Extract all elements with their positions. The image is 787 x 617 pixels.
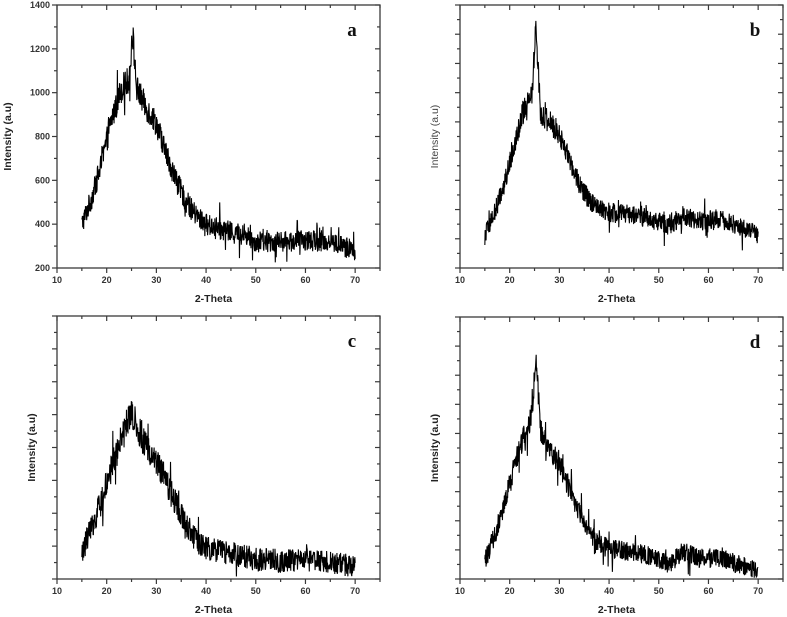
x-tick-label: 20	[505, 586, 515, 596]
x-tick-label: 60	[300, 275, 310, 285]
x-tick-label: 50	[251, 275, 261, 285]
x-tick-label: 70	[753, 586, 763, 596]
panel-label-d: d	[750, 332, 761, 353]
x-tick-label: 20	[102, 586, 112, 596]
panel-d: 10 20 30 40 50 60 70 2-Theta Intensity (a.u) d	[429, 316, 784, 616]
panel-label-c: c	[348, 331, 356, 352]
xrd-curve-b	[484, 20, 759, 251]
x-tick-label: 10	[455, 275, 465, 285]
x-tick-label: 70	[753, 275, 763, 285]
x-axis-ticks-d: 10 20 30 40 50 60 70	[455, 317, 784, 596]
x-axis-label-c: 2-Theta	[195, 604, 233, 616]
plot-frame-c	[56, 315, 381, 580]
y-axis-ticks-b	[455, 4, 783, 269]
x-axis-ticks-b: 10 20 30 40 50 60 70	[455, 5, 784, 285]
xrd-curve-a	[81, 27, 356, 263]
y-axis-ticks-a: 200 400 600 800 1000 1200 1400	[30, 0, 380, 273]
x-tick-label: 30	[151, 275, 161, 285]
y-axis-label-b: Intensity (a.u)	[429, 105, 441, 169]
y-tick-label: 1400	[30, 0, 50, 10]
y-tick-label: 1200	[30, 44, 50, 54]
y-tick-label: 600	[35, 175, 50, 185]
y-axis-ticks-c	[52, 315, 380, 580]
x-tick-label: 60	[703, 586, 713, 596]
plot-frame-d	[459, 316, 784, 580]
y-axis-label-d: Intensity (a.u)	[429, 414, 441, 482]
x-tick-label: 10	[52, 586, 62, 596]
x-tick-label: 50	[251, 586, 261, 596]
panel-label-a: a	[347, 20, 357, 41]
x-tick-label: 10	[455, 586, 465, 596]
x-tick-label: 10	[52, 275, 62, 285]
x-axis-label-d: 2-Theta	[598, 604, 636, 616]
x-tick-label: 70	[350, 275, 360, 285]
x-tick-label: 40	[604, 275, 614, 285]
y-axis-ticks-d	[455, 316, 783, 580]
x-tick-label: 20	[505, 275, 515, 285]
x-tick-label: 30	[554, 586, 564, 596]
x-axis-label-a: 2-Theta	[195, 293, 233, 305]
x-tick-label: 30	[151, 586, 161, 596]
x-axis-ticks-a: 10 20 30 40 50 60 70	[52, 5, 381, 285]
panel-c: 10 20 30 40 50 60 70 2-Theta Intensity (a.u) c	[26, 315, 381, 616]
x-tick-label: 50	[654, 586, 664, 596]
x-tick-label: 60	[300, 586, 310, 596]
y-tick-label: 800	[35, 132, 50, 142]
panel-a: 10 20 30 40 50 60 70 200400600800100012001400 …	[2, 0, 381, 305]
x-tick-label: 50	[654, 275, 664, 285]
y-axis-label-c: Intensity (a.u)	[26, 413, 38, 481]
x-tick-label: 30	[554, 275, 564, 285]
y-tick-label: 1000	[30, 88, 50, 98]
x-tick-label: 40	[201, 586, 211, 596]
panel-b: 10 20 30 40 50 60 70 2-Theta Intensity (a.u) b	[429, 4, 784, 305]
y-tick-label: 200	[35, 263, 50, 273]
x-tick-label: 70	[350, 586, 360, 596]
x-axis-label-b: 2-Theta	[598, 293, 636, 305]
x-tick-label: 40	[201, 275, 211, 285]
x-tick-label: 20	[102, 275, 112, 285]
y-axis-label-a: Intensity (a.u)	[2, 102, 14, 170]
x-tick-label: 60	[703, 275, 713, 285]
x-axis-ticks-c: 10 20 30 40 50 60 70	[52, 316, 381, 596]
x-tick-label: 40	[604, 586, 614, 596]
y-tick-label: 400	[35, 219, 50, 229]
panel-label-b: b	[750, 20, 761, 41]
xrd-curve-d	[484, 354, 759, 578]
xrd-curve-c	[81, 401, 356, 577]
